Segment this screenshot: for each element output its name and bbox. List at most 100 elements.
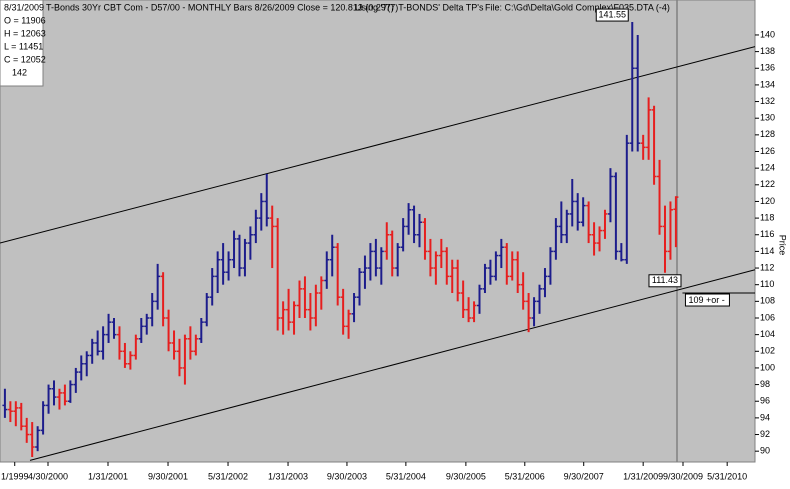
header-text: File: C:\Gd\Delta\Gold Complex\F035.DTA … bbox=[485, 2, 670, 12]
ohlc-bar bbox=[127, 351, 133, 370]
ohlc-bar bbox=[515, 251, 521, 294]
x-tick-label: 5/31/2010 bbox=[707, 471, 747, 481]
info-line: 8/31/2009 bbox=[4, 2, 44, 12]
ohlc-bar bbox=[646, 97, 652, 160]
ohlc-bar bbox=[531, 297, 537, 327]
ohlc-bar bbox=[482, 263, 488, 294]
marks bbox=[0, 22, 756, 461]
y-tick-label: 98 bbox=[760, 379, 770, 389]
ohlc-bar bbox=[13, 401, 19, 427]
ohlc-bar bbox=[400, 218, 406, 252]
plot-area bbox=[0, 0, 756, 463]
x-tick-label: 9/30/2009 bbox=[663, 471, 703, 481]
ohlc-bar bbox=[586, 201, 592, 244]
ohlc-bar bbox=[569, 178, 575, 227]
y-tick-label: 122 bbox=[760, 179, 775, 189]
y-tick-label: 96 bbox=[760, 396, 770, 406]
ohlc-bar bbox=[673, 196, 679, 248]
ohlc-bar bbox=[444, 247, 450, 285]
ohlc-bar bbox=[449, 259, 455, 294]
y-tick-label: 120 bbox=[760, 196, 775, 206]
ohlc-bar bbox=[427, 238, 433, 277]
ohlc-bar bbox=[591, 222, 597, 256]
ohlc-bar bbox=[367, 243, 373, 281]
y-tick-label: 112 bbox=[760, 262, 774, 272]
ohlc-bar bbox=[340, 288, 346, 335]
ohlc-bar bbox=[564, 209, 570, 244]
ohlc-bar bbox=[209, 268, 215, 306]
info-box bbox=[0, 0, 44, 87]
x-tick-label: 5/31/2002 bbox=[208, 471, 248, 481]
ohlc-bar bbox=[580, 197, 586, 227]
ohlc-bar bbox=[640, 134, 646, 160]
ohlc-bar bbox=[182, 334, 188, 385]
y-tick-label: 118 bbox=[760, 212, 774, 222]
ohlc-bar bbox=[542, 268, 548, 298]
ohlc-bar bbox=[477, 284, 483, 314]
x-tick-label: 4/30/2000 bbox=[28, 471, 68, 481]
ohlc-bar bbox=[422, 218, 428, 260]
y-tick-label: 100 bbox=[760, 362, 775, 372]
info-line: 142 bbox=[12, 67, 27, 77]
ohlc-bar bbox=[166, 309, 172, 352]
ohlc-bar bbox=[378, 247, 384, 285]
ohlc-bar bbox=[667, 201, 673, 260]
ohlc-bar bbox=[236, 234, 242, 277]
level-label-box bbox=[684, 293, 730, 307]
ohlc-bar bbox=[498, 238, 504, 269]
ohlc-bar bbox=[487, 259, 493, 285]
ohlc-bar bbox=[602, 209, 608, 239]
ohlc-bar bbox=[95, 330, 101, 356]
ohlc-bar bbox=[100, 326, 106, 360]
ohlc-bar bbox=[558, 201, 564, 244]
ohlc-bar bbox=[89, 338, 95, 364]
y-tick-label: 94 bbox=[760, 412, 770, 422]
ohlc-bar bbox=[291, 301, 297, 335]
y-tick-label: 138 bbox=[760, 46, 775, 56]
ohlc-bar bbox=[329, 234, 335, 277]
ohlc-bar bbox=[231, 230, 237, 269]
y-tick-label: 110 bbox=[760, 279, 774, 289]
ohlc-bar bbox=[116, 326, 122, 360]
ohlc-bar bbox=[313, 284, 319, 327]
ohlc-bar bbox=[78, 355, 84, 381]
ohlc-bar bbox=[635, 34, 641, 152]
ohlc-bar bbox=[133, 334, 139, 360]
ohlc-bar bbox=[613, 172, 619, 260]
x-tick-label: 1/31/2001 bbox=[88, 471, 128, 481]
ohlc-bar bbox=[471, 301, 477, 323]
ohlc-bar bbox=[18, 402, 24, 431]
ohlc-bar bbox=[176, 338, 182, 377]
header-text: T-Bonds 30Yr CBT Com - D57/00 - MONTHLY … bbox=[46, 2, 394, 12]
ohlc-bar bbox=[73, 367, 79, 393]
ohlc-bar bbox=[597, 226, 603, 252]
y-axis-label: Price bbox=[778, 235, 788, 256]
ohlc-bar bbox=[204, 293, 210, 327]
ohlc-bar bbox=[247, 226, 253, 260]
ohlc-bar bbox=[307, 293, 313, 331]
ohlc-bar bbox=[302, 276, 308, 318]
ohlc-bar bbox=[526, 293, 532, 333]
y-tick-label: 130 bbox=[760, 113, 775, 123]
ohlc-bar bbox=[253, 209, 259, 244]
ohlc-bar bbox=[264, 173, 270, 227]
ohlc-bar bbox=[160, 272, 166, 327]
ohlc-bar bbox=[171, 330, 177, 360]
ohlc-bar bbox=[537, 284, 543, 314]
ohlc-bar bbox=[40, 401, 46, 435]
ohlc-bar bbox=[286, 288, 292, 331]
ohlc-bar bbox=[455, 259, 461, 302]
y-tick-label: 114 bbox=[760, 246, 774, 256]
ohlc-bar bbox=[318, 276, 324, 310]
ohlc-bar bbox=[406, 203, 412, 235]
y-tick-label: 106 bbox=[760, 312, 775, 322]
ohlc-bar bbox=[122, 342, 128, 368]
x-tick-label: 9/30/2003 bbox=[327, 471, 367, 481]
ohlc-bar bbox=[2, 388, 8, 418]
trendline bbox=[29, 269, 756, 461]
ohlc-bar bbox=[466, 297, 472, 323]
ohlc-bar bbox=[520, 272, 526, 310]
ohlc-bar bbox=[346, 309, 352, 339]
ohlc-bar bbox=[460, 280, 466, 318]
